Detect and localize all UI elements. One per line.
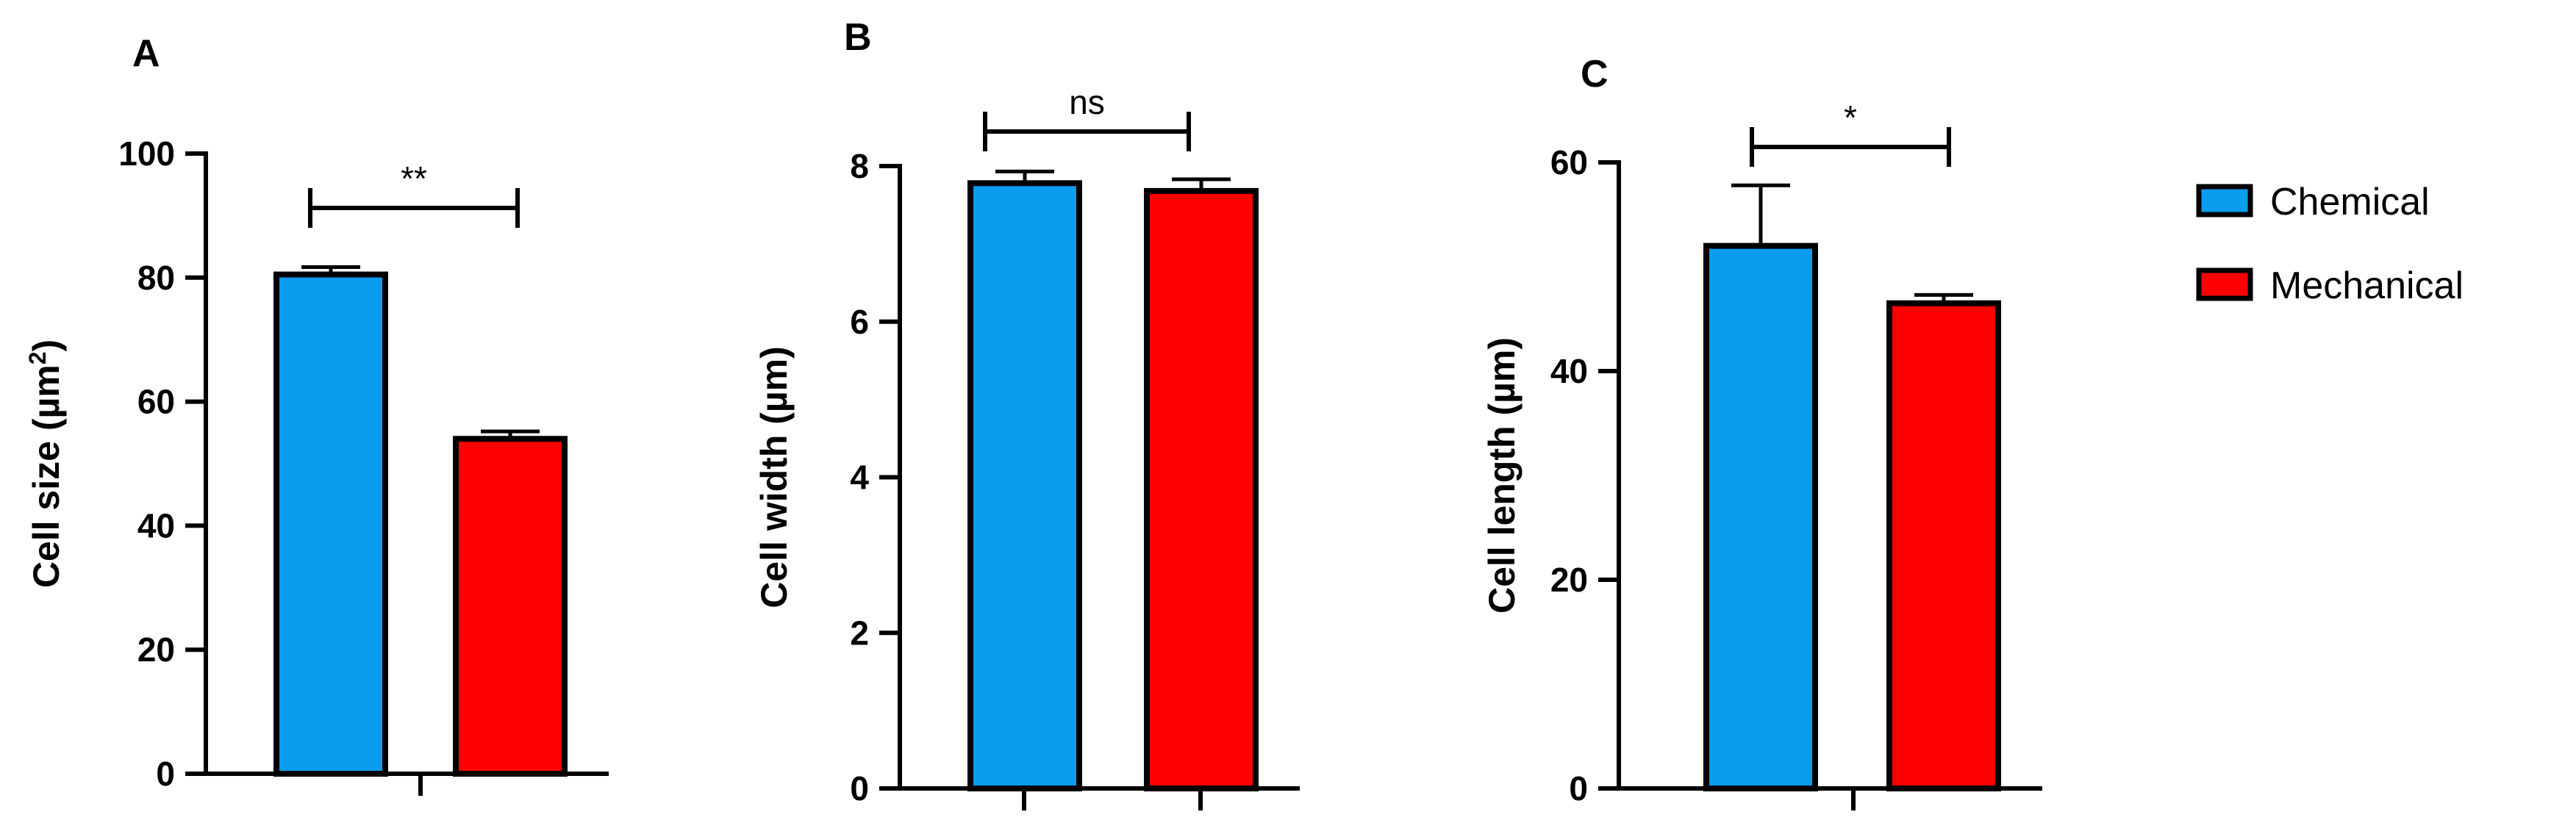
chart-panel-b: B 0 2 4 6 8 Cell width (µm) ns — [754, 16, 1300, 810]
panel-letter: B — [844, 16, 872, 59]
y-tick-label: 100 — [118, 134, 175, 173]
legend-label-chemical: Chemical — [2270, 181, 2430, 223]
y-axis-title: Cell length (µm) — [1481, 337, 1523, 614]
y-tick-label: 20 — [1550, 561, 1588, 599]
y-axis-title: Cell width (µm) — [754, 346, 795, 608]
bar-chemical — [967, 180, 1082, 792]
significance-label: ** — [401, 159, 427, 198]
y-tick-label: 40 — [137, 506, 175, 544]
y-tick-label: 40 — [1550, 352, 1588, 390]
y-axis-title: Cell size (µm2) — [24, 339, 67, 588]
chart-panel-a: A 0 20 40 60 80 100 Cell size (µm2) ** — [24, 32, 609, 796]
y-axis-title-end: ) — [26, 339, 67, 352]
bar-mechanical — [1144, 187, 1259, 791]
y-tick-label: 6 — [850, 303, 869, 341]
y-tick-label: 60 — [1550, 143, 1588, 181]
panel-letter: C — [1581, 53, 1609, 96]
y-tick-label: 20 — [137, 630, 175, 669]
y-tick-label: 60 — [137, 383, 175, 421]
y-axis-title-superscript: 2 — [24, 351, 51, 364]
bar-chemical — [273, 271, 388, 777]
y-tick-label: 8 — [850, 147, 869, 185]
legend-label-mechanical: Mechanical — [2270, 265, 2464, 307]
legend-swatch-mechanical — [2196, 267, 2253, 301]
significance-label: ns — [1069, 83, 1105, 121]
legend-swatch-chemical — [2196, 184, 2253, 218]
legend: Chemical Mechanical — [2196, 181, 2464, 307]
bar-mechanical — [453, 436, 568, 777]
significance-label: * — [1844, 98, 1857, 137]
y-tick-label: 0 — [1569, 769, 1588, 808]
y-tick-label: 0 — [156, 755, 175, 793]
y-tick-label: 0 — [850, 769, 869, 808]
chart-panel-c: C 0 20 40 60 Cell length (µm) * — [1481, 53, 2042, 810]
y-tick-label: 2 — [850, 614, 869, 652]
panel-letter: A — [132, 32, 160, 75]
y-tick-label: 80 — [137, 259, 175, 297]
bar-chemical — [1703, 242, 1818, 792]
y-tick-label: 4 — [850, 459, 869, 497]
bar-mechanical — [1886, 300, 2001, 791]
